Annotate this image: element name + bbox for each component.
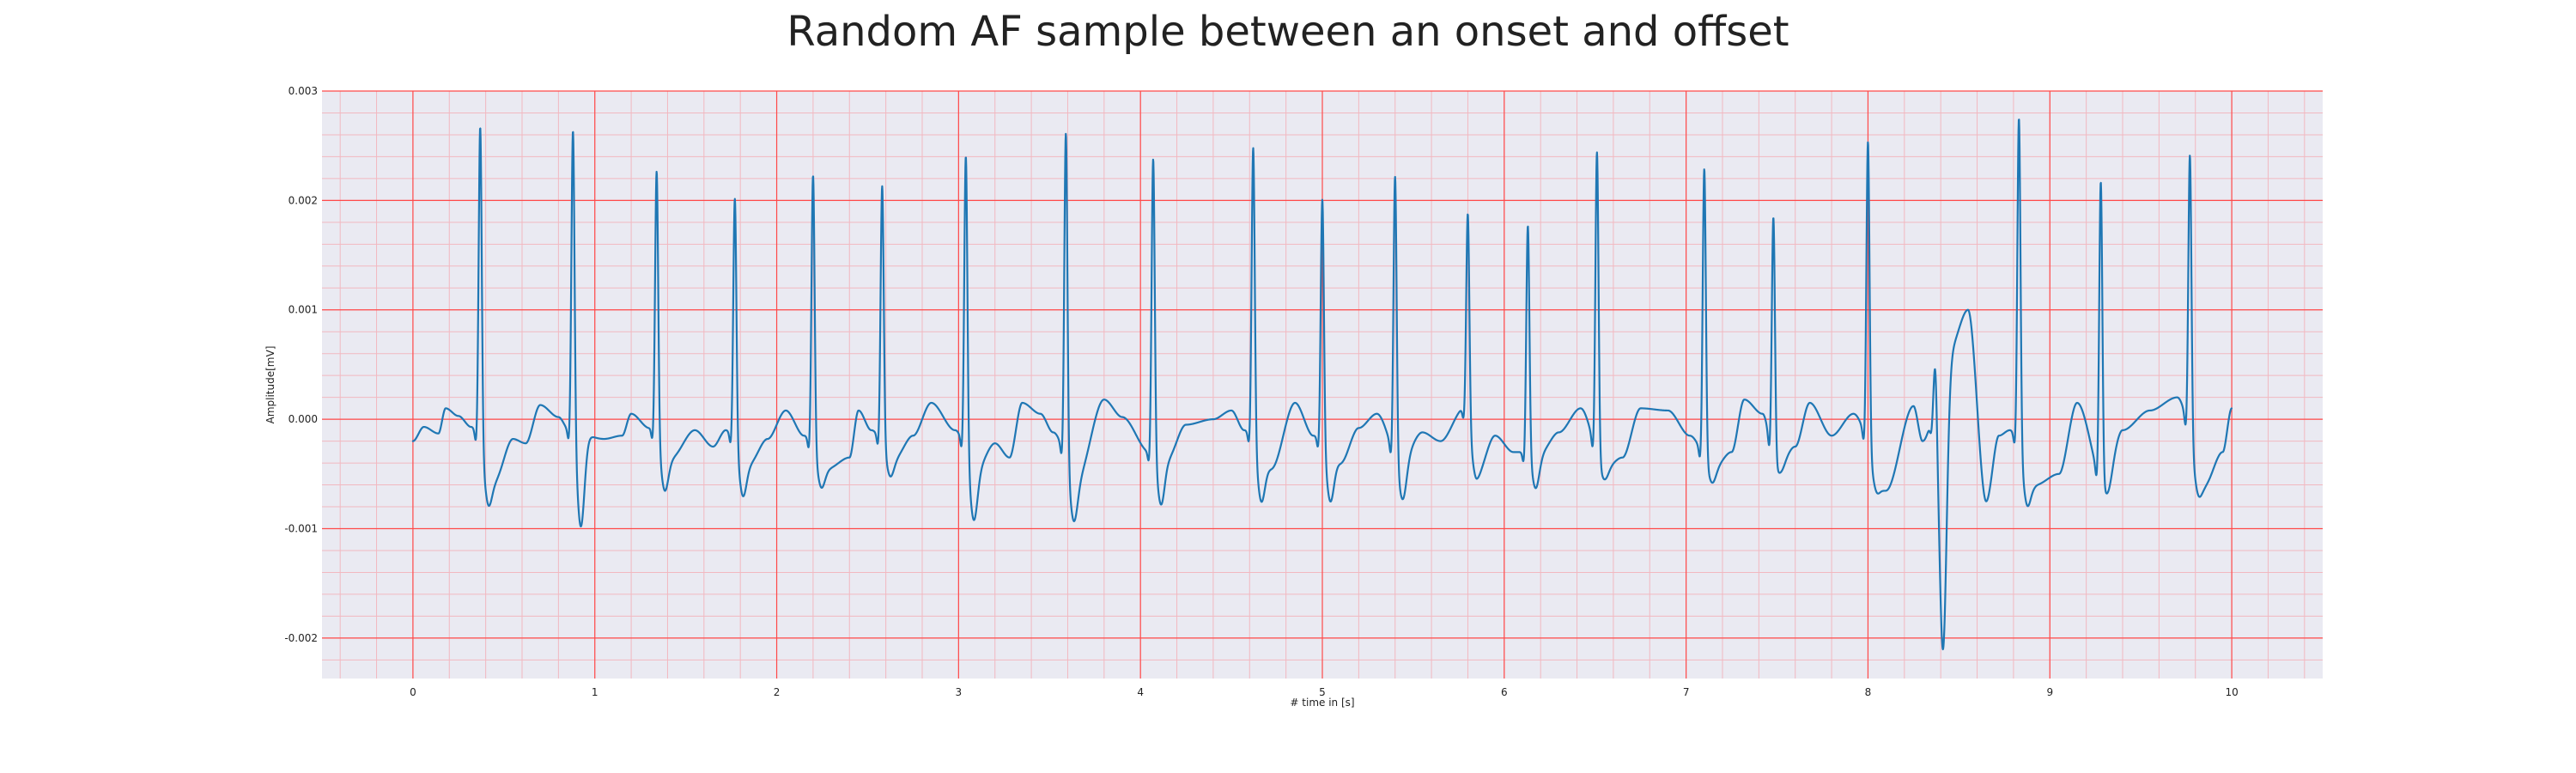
x-tick-label: 3 [956,686,963,698]
y-axis-label: Amplitude[mV] [264,346,276,424]
x-tick-label: 8 [1865,686,1872,698]
x-tick-label: 5 [1319,686,1326,698]
y-tick-label: 0.003 [289,85,318,97]
x-tick-labels: 0 1 2 3 4 5 6 7 8 9 10 [410,686,2239,698]
x-axis-label: # time in [s] [1290,697,1354,709]
x-tick-label: 2 [774,686,781,698]
x-tick-label: 6 [1501,686,1508,698]
y-tick-label: -0.002 [284,632,318,644]
y-tick-label: -0.001 [284,522,318,534]
chart-title: Random AF sample between an onset and of… [787,8,1789,56]
y-tick-labels: -0.002 -0.001 0.000 0.001 0.002 0.003 [284,85,318,644]
y-tick-label: 0.002 [289,194,318,206]
y-tick-label: 0.001 [289,304,318,316]
x-tick-label: 4 [1137,686,1144,698]
x-tick-label: 7 [1683,686,1690,698]
ecg-series-line [411,119,2233,651]
x-tick-label: 10 [2225,686,2238,698]
x-tick-label: 1 [592,686,598,698]
x-tick-label: 0 [410,686,416,698]
y-tick-label: 0.000 [289,413,318,425]
x-tick-label: 9 [2046,686,2053,698]
